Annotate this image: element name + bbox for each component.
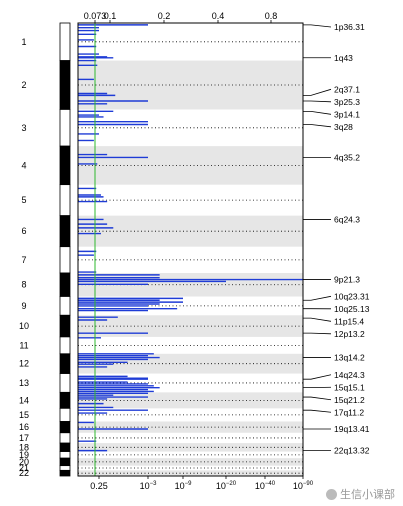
ideogram-segment xyxy=(59,407,71,422)
ideogram-segment xyxy=(59,184,71,217)
peak-label: 22q13.32 xyxy=(334,446,370,456)
peak-label: 12p13.2 xyxy=(334,329,365,339)
peak-leader-line xyxy=(303,332,332,335)
ideogram-segment xyxy=(59,22,71,61)
top-axis-tick-label: 0.1 xyxy=(104,11,117,21)
ideogram-segment xyxy=(59,353,71,374)
peak-label: 3p25.3 xyxy=(334,97,360,107)
chromosome-label: 22 xyxy=(19,468,29,478)
peak-label: 15q15.1 xyxy=(334,382,365,392)
peak-label: 11p15.4 xyxy=(334,316,364,326)
chromosome-label: 19 xyxy=(19,450,29,460)
peak-label: 15q21.2 xyxy=(334,395,365,405)
bottom-axis-tick-label: 10−90 xyxy=(293,481,314,491)
peak-label: 6q24.3 xyxy=(334,214,360,224)
chromosome-label: 6 xyxy=(21,226,26,236)
top-axis-tick-label: 0.8 xyxy=(265,11,278,21)
ideogram-segment xyxy=(59,442,71,452)
chromosome-label: 10 xyxy=(19,321,29,331)
ideogram-segment xyxy=(59,373,71,393)
ideogram-segment xyxy=(59,215,71,248)
ideogram-segment xyxy=(59,336,71,355)
top-axis-tick-label: 0.2 xyxy=(158,11,171,21)
peak-leader-line xyxy=(303,88,332,96)
ideogram-segment xyxy=(59,109,71,147)
peak-leader-line xyxy=(303,295,332,301)
bottom-axis-tick-label: 10−40 xyxy=(255,481,276,491)
plot-frame xyxy=(77,22,304,477)
ideogram-segment xyxy=(59,432,71,444)
chromosome-label: 16 xyxy=(19,422,29,432)
watermark: 生信小课部 xyxy=(326,486,395,502)
peak-label: 1q43 xyxy=(334,53,353,63)
peak-label: 3p14.1 xyxy=(334,109,360,119)
peak-label: 17q11.2 xyxy=(334,407,364,417)
peak-label: 10q25.13 xyxy=(334,304,370,314)
ideogram-segment xyxy=(59,457,71,467)
peak-leader-line xyxy=(303,374,332,380)
chromosome-label: 5 xyxy=(21,195,26,205)
chromosome-label: 18 xyxy=(19,442,29,452)
watermark-text: 生信小课部 xyxy=(340,488,395,501)
ideogram-segment xyxy=(59,451,71,459)
ideogram-segment xyxy=(59,465,71,471)
chromosome-label: 9 xyxy=(21,301,26,311)
ideogram-segment xyxy=(59,296,71,316)
chromosome-label: 17 xyxy=(19,433,29,443)
chromosome-label: 21 xyxy=(19,463,29,473)
bottom-axis-tick-label: 10−9 xyxy=(175,481,193,491)
chromosome-label: 4 xyxy=(21,160,26,170)
peak-label: 3q28 xyxy=(334,122,353,132)
peak-leader-line xyxy=(303,100,332,103)
bottom-axis-tick-label: 0.25 xyxy=(90,481,108,491)
peak-leader-line xyxy=(303,124,332,128)
ideogram-segment xyxy=(59,314,71,338)
peak-leader-line xyxy=(303,396,332,401)
ideogram-segment xyxy=(59,469,71,477)
bottom-axis-tick-label: 10−3 xyxy=(140,481,158,491)
ideogram-segment xyxy=(59,272,71,297)
chromosome-label: 1 xyxy=(21,37,26,47)
ideogram-segment xyxy=(59,60,71,110)
peak-label: 1p36.31 xyxy=(334,22,365,32)
peak-label: 19q13.41 xyxy=(334,424,370,434)
chromosome-label: 15 xyxy=(19,410,29,420)
chromosome-label: 8 xyxy=(21,280,26,290)
peak-leader-line xyxy=(303,24,332,28)
ideogram-segment xyxy=(59,391,71,409)
top-axis-tick-label: 0.073 xyxy=(84,11,107,21)
peak-label: 4q35.2 xyxy=(334,152,360,162)
ideogram-segment xyxy=(59,421,71,434)
peak-label: 2q37.1 xyxy=(334,84,360,94)
chromosome-label: 20 xyxy=(19,457,29,467)
peak-leader-line xyxy=(303,317,332,322)
ideogram-segment xyxy=(59,246,71,274)
wechat-icon xyxy=(326,488,337,500)
peak-label: 9p21.3 xyxy=(334,275,360,285)
peak-leader-line xyxy=(303,110,332,115)
chromosome-label: 2 xyxy=(21,80,26,90)
peak-label: 10q23.31 xyxy=(334,291,370,301)
chromosome-label: 3 xyxy=(21,123,26,133)
peak-label: 13q14.2 xyxy=(334,353,365,363)
chromosome-label: 7 xyxy=(21,255,26,265)
chromosome-label: 11 xyxy=(19,340,28,350)
ideogram-segment xyxy=(59,145,71,186)
chromosome-label: 13 xyxy=(19,378,29,388)
chromosome-label: 14 xyxy=(19,395,29,405)
chromosome-label: 12 xyxy=(19,359,29,369)
peak-label: 14q24.3 xyxy=(334,370,365,380)
top-axis-tick-label: 0.4 xyxy=(212,11,225,21)
bottom-axis-tick-label: 10−20 xyxy=(216,481,237,491)
peak-leader-line xyxy=(303,409,332,413)
